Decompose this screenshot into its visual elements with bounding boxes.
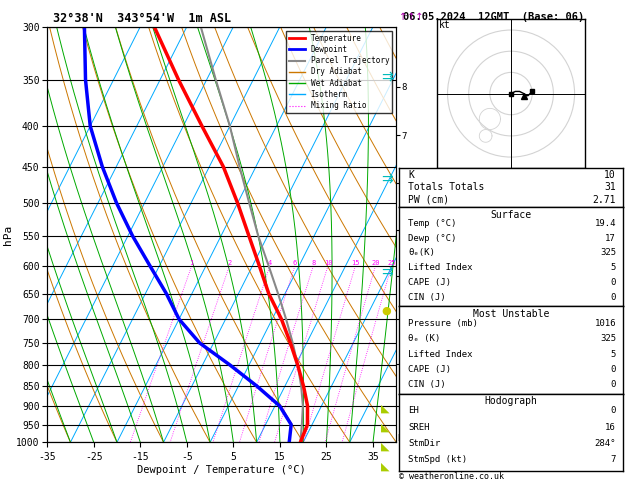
Text: 32°38'N  343°54'W  1m ASL: 32°38'N 343°54'W 1m ASL	[53, 12, 231, 25]
Text: Pressure (mb): Pressure (mb)	[408, 319, 478, 328]
Text: 19.4: 19.4	[594, 219, 616, 228]
Text: 10: 10	[604, 171, 616, 180]
Text: PW (cm): PW (cm)	[408, 194, 450, 205]
Text: 16: 16	[605, 423, 616, 432]
Text: StmSpd (kt): StmSpd (kt)	[408, 455, 467, 464]
Text: Surface: Surface	[491, 209, 532, 220]
X-axis label: Dewpoint / Temperature (°C): Dewpoint / Temperature (°C)	[137, 465, 306, 475]
Text: kt: kt	[439, 20, 451, 30]
Text: Lifted Index: Lifted Index	[408, 350, 473, 359]
Text: 6: 6	[292, 260, 297, 266]
Text: SREH: SREH	[408, 423, 430, 432]
Text: 5: 5	[611, 263, 616, 272]
Text: ⇉: ⇉	[381, 173, 392, 187]
Text: 0: 0	[611, 278, 616, 287]
Text: 7: 7	[611, 455, 616, 464]
Text: Lifted Index: Lifted Index	[408, 263, 473, 272]
Y-axis label: km
ASL: km ASL	[410, 226, 431, 243]
Text: 17: 17	[605, 234, 616, 243]
Legend: Temperature, Dewpoint, Parcel Trajectory, Dry Adiabat, Wet Adiabat, Isotherm, Mi: Temperature, Dewpoint, Parcel Trajectory…	[286, 31, 392, 113]
Text: CIN (J): CIN (J)	[408, 293, 446, 302]
Text: ↑↑↑: ↑↑↑	[399, 12, 424, 22]
Text: 325: 325	[600, 248, 616, 258]
Text: 0: 0	[611, 293, 616, 302]
Text: 15: 15	[351, 260, 360, 266]
Text: CIN (J): CIN (J)	[408, 381, 446, 389]
Text: 10: 10	[324, 260, 332, 266]
Text: © weatheronline.co.uk: © weatheronline.co.uk	[399, 472, 504, 481]
Text: ●: ●	[381, 306, 391, 316]
Text: ⇉: ⇉	[381, 71, 392, 85]
Text: LCL: LCL	[398, 434, 411, 443]
Text: 20: 20	[371, 260, 380, 266]
Text: ◣: ◣	[381, 403, 390, 413]
Text: 4: 4	[268, 260, 272, 266]
Text: 5: 5	[611, 350, 616, 359]
Text: 2.71: 2.71	[593, 194, 616, 205]
Text: CAPE (J): CAPE (J)	[408, 278, 452, 287]
Text: EH: EH	[408, 406, 419, 415]
Text: 8: 8	[311, 260, 315, 266]
Text: 0: 0	[611, 406, 616, 415]
Text: CAPE (J): CAPE (J)	[408, 365, 452, 374]
Text: 0: 0	[611, 365, 616, 374]
Text: 25: 25	[387, 260, 396, 266]
Text: ◣: ◣	[381, 423, 390, 433]
Text: 2: 2	[227, 260, 231, 266]
Text: 0: 0	[611, 381, 616, 389]
Text: ⇉: ⇉	[381, 265, 392, 279]
Text: θₑ (K): θₑ (K)	[408, 334, 440, 344]
Text: θₑ(K): θₑ(K)	[408, 248, 435, 258]
Text: K: K	[408, 171, 415, 180]
Text: Most Unstable: Most Unstable	[473, 309, 549, 319]
Text: Totals Totals: Totals Totals	[408, 183, 485, 192]
Text: 284°: 284°	[594, 439, 616, 448]
Text: ◣: ◣	[381, 462, 390, 471]
Text: Dewp (°C): Dewp (°C)	[408, 234, 457, 243]
Text: 06.05.2024  12GMT  (Base: 06): 06.05.2024 12GMT (Base: 06)	[403, 12, 584, 22]
Text: 1: 1	[189, 260, 194, 266]
Text: StmDir: StmDir	[408, 439, 440, 448]
Text: Temp (°C): Temp (°C)	[408, 219, 457, 228]
Text: 1016: 1016	[594, 319, 616, 328]
Y-axis label: hPa: hPa	[3, 225, 13, 244]
Text: ◣: ◣	[381, 442, 390, 452]
Text: Hodograph: Hodograph	[484, 396, 538, 406]
Text: 325: 325	[600, 334, 616, 344]
Text: 31: 31	[604, 183, 616, 192]
